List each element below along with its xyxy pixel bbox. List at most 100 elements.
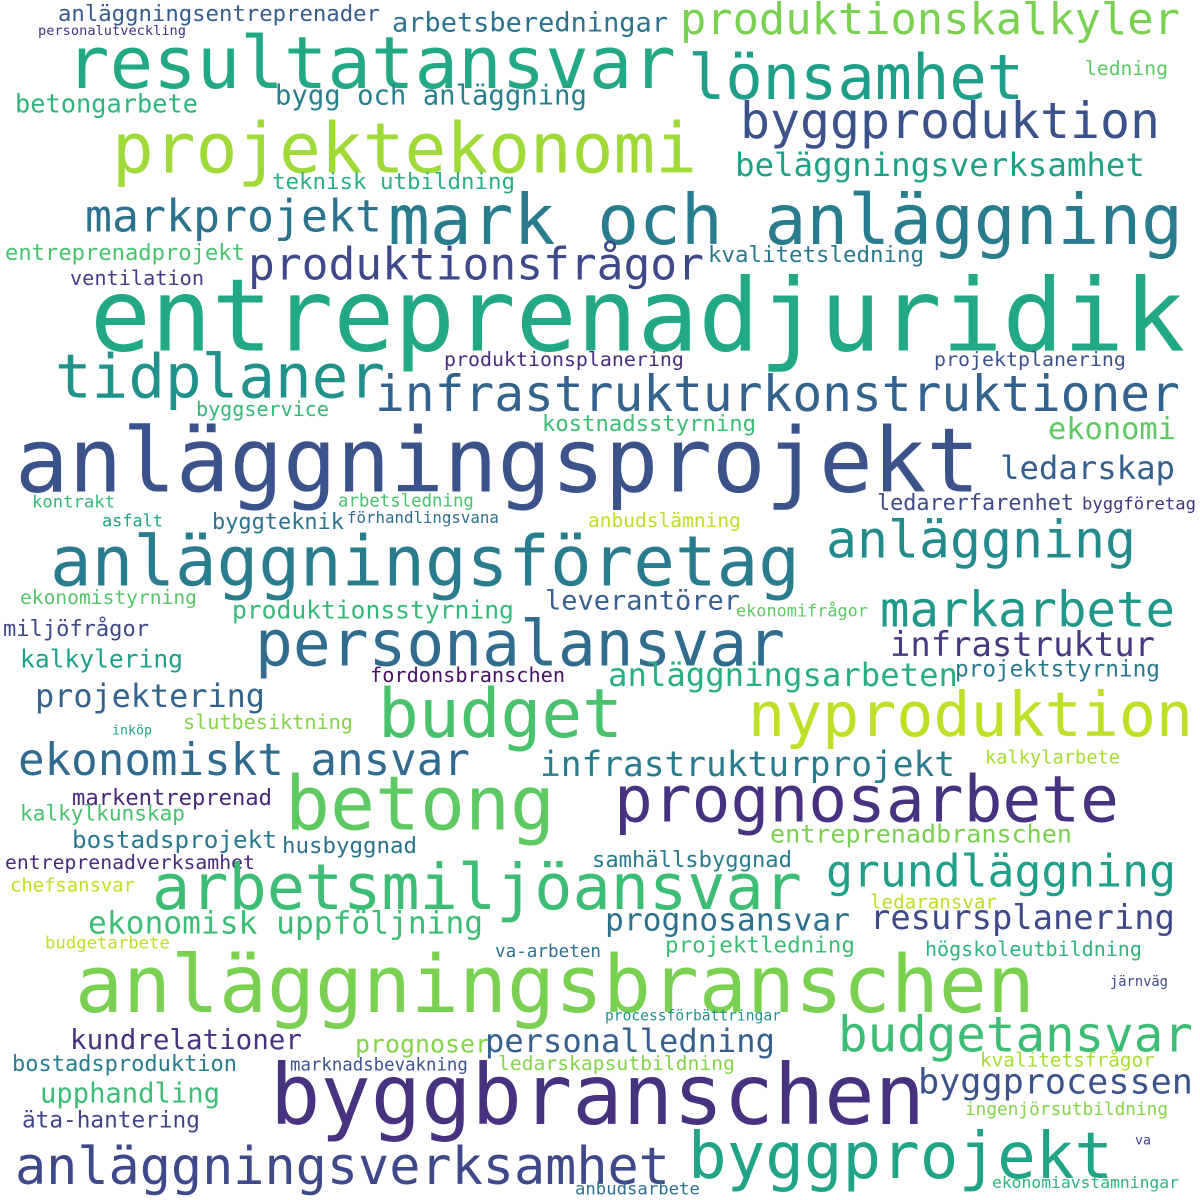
word-entreprenadbranschen: entreprenadbranschen	[770, 819, 1072, 849]
word-produktionskalkyler: produktionskalkyler	[680, 0, 1180, 46]
word-fordonsbranschen: fordonsbranschen	[370, 662, 566, 687]
word-projektledning: projektledning	[665, 932, 855, 959]
word-ekonomiskt-ansvar: ekonomiskt ansvar	[18, 734, 470, 786]
word-kostnadsstyrning: kostnadsstyrning	[542, 410, 757, 437]
word-infrastrukturprojekt: infrastrukturprojekt	[540, 744, 956, 785]
word-hogskoleutbildning: högskoleutbildning	[925, 936, 1142, 961]
word-ledarerfarenhet: ledarerfarenhet	[877, 491, 1074, 517]
word-kalkylkunskap: kalkylkunskap	[20, 800, 185, 826]
word-processforbattringar: processförbättringar	[605, 1007, 781, 1025]
word-upphandling: upphandling	[40, 1078, 220, 1110]
word-personalansvar: personalansvar	[255, 607, 785, 681]
word-anlaggning: anläggning	[826, 510, 1137, 571]
word-leverantorer: leverantörer	[545, 585, 740, 617]
word-betong: betong	[285, 760, 556, 848]
word-byggbranschen: byggbranschen	[270, 1046, 925, 1145]
word-markprojekt: markprojekt	[85, 189, 382, 243]
word-byggforetag: byggföretag	[1082, 494, 1196, 515]
word-arbetsberedningar: arbetsberedningar	[392, 7, 669, 39]
word-samhallsbyggnad: samhällsbyggnad	[592, 846, 792, 873]
word-infrastruktur: infrastruktur	[890, 625, 1156, 665]
word-ekonomisk-uppfoljning: ekonomisk uppföljning	[88, 905, 484, 942]
word-produktionsstyrning: produktionsstyrning	[232, 595, 514, 625]
word-inkop: inköp	[112, 723, 152, 739]
word-ekonomifragor: ekonomifrågor	[736, 600, 868, 621]
word-budgetansvar: budgetansvar	[838, 1005, 1193, 1064]
word-forhandlingsvana: förhandlingsvana	[347, 508, 499, 528]
word-nyproduktion: nyproduktion	[748, 679, 1193, 752]
word-anlaggningsarbeten: anläggningsarbeten	[608, 655, 958, 694]
word-lonsamhet: lönsamhet	[688, 40, 1025, 114]
word-budgetarbete: budgetarbete	[45, 933, 170, 954]
word-grundlaggning: grundläggning	[826, 844, 1176, 898]
word-marknadsbevakning: marknadsbevakning	[290, 1055, 468, 1076]
word-bostadsprojekt: bostadsprojekt	[72, 824, 277, 854]
word-projektering: projektering	[35, 677, 265, 716]
word-byggteknik: byggteknik	[212, 510, 344, 536]
word-bygg-och-anlaggning: bygg och anläggning	[275, 80, 587, 112]
word-prognosansvar: prognosansvar	[605, 902, 850, 939]
word-kvalitetsfragor: kvalitetsfrågor	[980, 1048, 1155, 1072]
word-projektekonomi: projektekonomi	[112, 109, 698, 190]
word-tidplaner: tidplaner	[55, 341, 386, 413]
word-ingenjorsutbildning: ingenjörsutbildning	[965, 1100, 1169, 1121]
word-ekonomistyrning: ekonomistyrning	[20, 586, 197, 610]
word-markarbete: markarbete	[880, 581, 1176, 639]
word-anlaggningsbranschen: anläggningsbranschen	[75, 938, 1035, 1032]
word-byggservice: byggservice	[196, 396, 329, 421]
word-asfalt: asfalt	[102, 510, 163, 531]
word-jarnvag: järnväg	[1110, 974, 1168, 991]
word-anlaggningsentreprenader: anläggningsentreprenader	[58, 0, 380, 27]
word-prognoser: prognoser	[355, 1029, 490, 1059]
word-teknisk-utbildning: teknisk utbildning	[272, 168, 515, 195]
word-markentreprenad: markentreprenad	[72, 784, 272, 811]
word-ledarskap: ledarskap	[1000, 448, 1175, 487]
word-kvalitetsledning: kvalitetsledning	[708, 241, 924, 268]
word-personalledning: personalledning	[485, 1021, 775, 1060]
word-slutbesiktning: slutbesiktning	[183, 709, 353, 734]
word-ledarskapsutbildning: ledarskapsutbildning	[498, 1052, 735, 1076]
word-resursplanering: resursplanering	[870, 898, 1175, 938]
word-entreprenadjuridik: entreprenadjuridik	[90, 256, 1186, 375]
word-personalutveckling: personalutveckling	[38, 23, 186, 40]
word-produktionsfragor: produktionsfrågor	[248, 238, 704, 291]
word-betongarbete: betongarbete	[15, 88, 198, 119]
word-kalkylarbete: kalkylarbete	[985, 747, 1121, 769]
word-va-arbeten: va-arbeten	[495, 942, 602, 963]
word-va: va	[1135, 1133, 1151, 1149]
word-belaggningsverksamhet: beläggningsverksamhet	[735, 145, 1145, 184]
word-byggproduktion: byggproduktion	[740, 92, 1160, 151]
word-bostadsproduktion: bostadsproduktion	[12, 1052, 238, 1078]
word-anlaggningsverksamhet: anläggningsverksamhet	[15, 1137, 670, 1198]
word-chefsansvar: chefsansvar	[10, 874, 135, 897]
word-entreprenadprojekt: entreprenadprojekt	[5, 239, 245, 266]
word-ledning: ledning	[1085, 57, 1168, 81]
word-projektstyrning: projektstyrning	[955, 656, 1160, 683]
word-anbudslamning: anbudslämning	[588, 509, 741, 533]
word-entreprenadverksamhet: entreprenadverksamhet	[5, 851, 255, 875]
word-ekonomi: ekonomi	[1048, 411, 1176, 447]
word-byggprojekt: byggprojekt	[688, 1118, 1113, 1194]
word-arbetsmiljoansvar: arbetsmiljöansvar	[152, 850, 802, 925]
word-mark-och-anlaggning: mark och anläggning	[388, 180, 1184, 262]
word-ekonomiavstamningar: ekonomiavstämningar	[992, 1172, 1179, 1192]
word-byggprocessen: byggprocessen	[918, 1061, 1193, 1103]
word-produktionsplanering: produktionsplanering	[444, 348, 684, 372]
word-kalkylering: kalkylering	[20, 644, 183, 674]
word-infrastrukturkonstruktioner: infrastrukturkonstruktioner	[375, 365, 1180, 424]
word-anlaggningsprojekt: anläggningsprojekt	[15, 409, 980, 514]
word-ledaransvar: ledaransvar	[870, 890, 997, 914]
word-ventilation: ventilation	[70, 265, 205, 290]
word-projektplanering: projektplanering	[934, 348, 1126, 372]
word-resultatansvar: resultatansvar	[66, 21, 676, 106]
word-miljofragor: miljöfrågor	[3, 616, 150, 642]
word-anlaggningsforetag: anläggningsföretag	[50, 522, 800, 603]
word-prognosarbete: prognosarbete	[614, 762, 1119, 838]
word-kundrelationer: kundrelationer	[70, 1024, 302, 1057]
word-arbetsledning: arbetsledning	[338, 491, 474, 512]
word-kontrakt: kontrakt	[32, 492, 115, 513]
word-anbudsarbete: anbudsarbete	[575, 1179, 700, 1200]
word-husbyggnad: husbyggnad	[282, 832, 417, 859]
word-budget: budget	[378, 674, 624, 754]
